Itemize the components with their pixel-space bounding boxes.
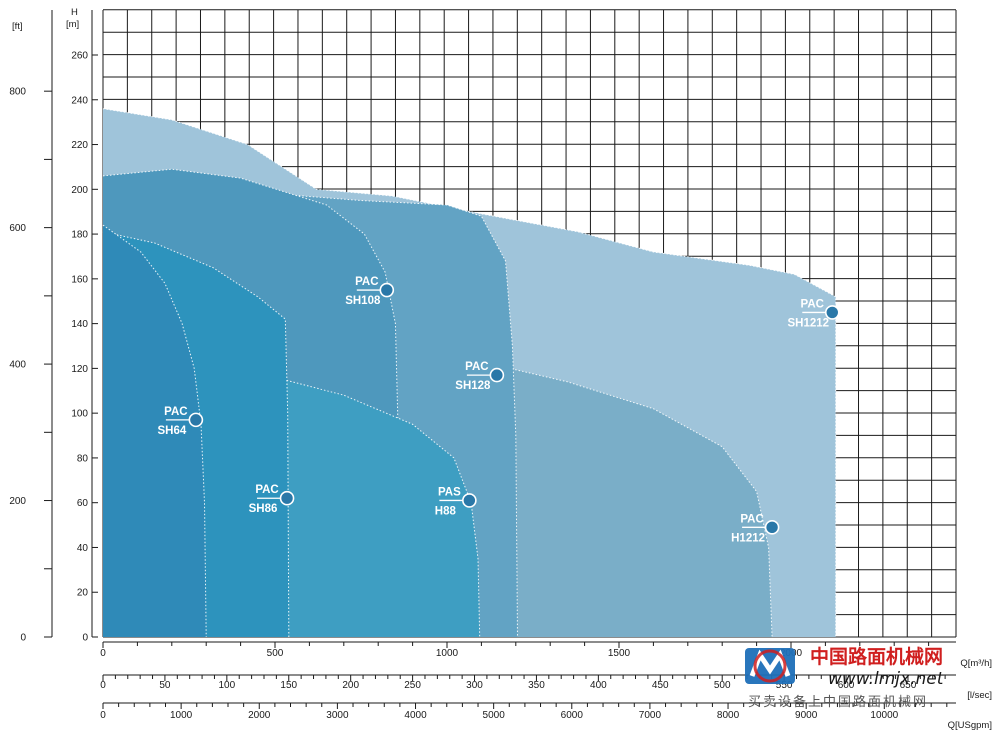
x-tick-label: 0 <box>100 680 106 691</box>
watermark-slogan: 买卖设备上中国路面机械网 <box>748 694 928 710</box>
curve-pac-sh108 <box>102 168 400 638</box>
curve-pac-sh86 <box>102 231 290 638</box>
label-line-1: PAC <box>164 406 187 418</box>
series-marker <box>279 490 295 506</box>
label-pac-sh128: PAC SH128 <box>455 361 505 392</box>
y-tick-label: 80 <box>77 453 89 464</box>
x-tick-label: 4000 <box>404 710 427 721</box>
x-tick-label: 350 <box>528 680 545 691</box>
x-tick-label: 450 <box>652 680 669 691</box>
label-line-2: SH108 <box>345 295 381 307</box>
series-labels: PACSH1212PACH1212PACSH128PACSH108PASH88P… <box>157 276 840 544</box>
label-line-2: SH64 <box>157 425 186 437</box>
series-marker <box>824 305 840 320</box>
y-tick-label: 40 <box>77 543 89 554</box>
curve-pas-h88 <box>102 356 481 638</box>
label-line-1: PAC <box>355 276 378 288</box>
label-line-1: PAS <box>438 486 461 498</box>
watermark: 中国路面机械网 www.lmjx.net 买卖设备上中国路面机械网 <box>745 645 945 710</box>
y-tick-label: 60 <box>77 498 89 509</box>
x-tick-label: 9000 <box>795 710 818 721</box>
series-marker <box>764 520 780 535</box>
x-tick-label: 3000 <box>326 710 349 721</box>
x-tick-label: 600 <box>838 680 855 691</box>
x-tick-label: 7000 <box>639 710 662 721</box>
x-axis-unit: Q[m³/h] <box>960 658 992 669</box>
y-tick-label: 240 <box>71 95 88 106</box>
x-axis-unit: [l/sec] <box>967 690 992 701</box>
x-tick-label: 1000 <box>436 648 459 659</box>
y-axis-title: H <box>71 7 78 18</box>
y-tick-label: 140 <box>71 319 88 330</box>
x-tick-label: 400 <box>590 680 607 691</box>
x-tick-label: 5000 <box>483 710 506 721</box>
series-marker <box>462 493 477 508</box>
curve-pac-sh64 <box>102 224 207 638</box>
x-tick-label: 0 <box>100 710 106 721</box>
label-pac-sh1212: PAC SH1212 <box>787 298 840 329</box>
chart-areas <box>102 108 837 638</box>
series-marker <box>188 412 204 428</box>
x-tick-label: 150 <box>280 680 297 691</box>
y-axis-unit: [m] <box>66 19 79 30</box>
x-tick-label: 50 <box>159 680 171 691</box>
y-tick-label: 180 <box>71 230 88 241</box>
watermark-logo-icon <box>745 648 795 684</box>
label-line-2: H88 <box>435 505 457 517</box>
series-marker <box>379 282 395 298</box>
x-tick-label: 1000 <box>170 710 193 721</box>
curve-pac-sh1212 <box>102 108 837 637</box>
ft-tick-label: 400 <box>9 360 26 371</box>
ft-tick-label: 0 <box>20 633 26 644</box>
watermark-title: 中国路面机械网 <box>810 645 943 668</box>
label-line-1: PAC <box>465 361 488 373</box>
x-tick-label: 650 <box>900 680 917 691</box>
ft-axis-unit: [ft] <box>12 21 23 32</box>
y-tick-label: 200 <box>71 185 88 196</box>
y-tick-label: 100 <box>71 409 88 420</box>
area-pac-sh64 <box>103 225 207 637</box>
x-tick-label: 550 <box>776 680 793 691</box>
label-pac-sh64: PAC SH64 <box>157 406 204 437</box>
label-line-2: SH86 <box>249 503 278 515</box>
label-pac-h1212: PAC H1212 <box>731 513 780 544</box>
x-tick-label: 10000 <box>870 710 898 721</box>
x-tick-label: 1500 <box>608 648 631 659</box>
label-pas-h88: PAS H88 <box>435 486 477 517</box>
x-tick-label: 250 <box>404 680 421 691</box>
x-tick-label: 0 <box>100 648 106 659</box>
label-line-2: SH128 <box>455 380 491 392</box>
x-tick-label: 300 <box>466 680 483 691</box>
x-tick-label: 500 <box>267 648 284 659</box>
x-tick-label: 8000 <box>717 710 740 721</box>
label-line-1: PAC <box>255 484 278 496</box>
x-tick-label: 100 <box>218 680 235 691</box>
x-tick-label: 500 <box>714 680 731 691</box>
ft-tick-label: 600 <box>9 223 26 234</box>
label-pac-sh86: PAC SH86 <box>249 484 295 515</box>
chart-axes: 0 20 40 60 80 100 120 140 160 180 200 220 240 260 H[m]… <box>9 7 992 731</box>
y-tick-label: 160 <box>71 274 88 285</box>
label-pac-sh108: PAC SH108 <box>345 276 395 307</box>
series-marker <box>489 367 505 383</box>
label-line-2: SH1212 <box>787 317 829 329</box>
y-tick-label: 0 <box>82 633 88 644</box>
watermark-url: www.lmjx.net <box>828 669 945 689</box>
ft-tick-label: 800 <box>9 87 26 98</box>
y-tick-label: 260 <box>71 51 88 62</box>
x-tick-label: 6000 <box>561 710 584 721</box>
ft-tick-label: 200 <box>9 496 26 507</box>
label-line-2: H1212 <box>731 532 765 544</box>
x-tick-label: 200 <box>342 680 359 691</box>
label-line-1: PAC <box>801 298 824 310</box>
x-axis-unit: Q[USgpm] <box>948 720 992 731</box>
x-tick-label: 2000 <box>248 710 271 721</box>
y-tick-label: 20 <box>77 588 89 599</box>
label-line-1: PAC <box>740 513 763 525</box>
y-tick-label: 220 <box>71 140 88 151</box>
y-tick-label: 120 <box>71 364 88 375</box>
